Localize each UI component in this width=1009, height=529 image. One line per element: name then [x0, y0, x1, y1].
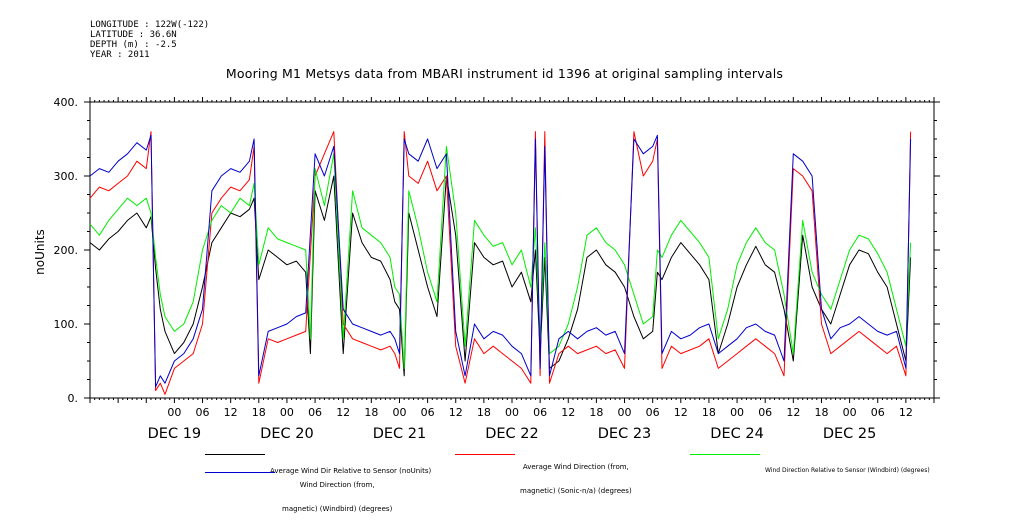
axes-layer: 0. 100. 200. 300. 400. 00 06 12 18 00 06 12 18 00 06 12… — [54, 96, 940, 442]
chart-title: Mooring M1 Metsys data from MBARI instru… — [225, 66, 784, 81]
longitude-text: LONGITUDE : 122W(-122) — [90, 20, 210, 30]
year-text: YEAR : 2011 — [90, 50, 150, 60]
x-hour-label: 06 — [758, 406, 772, 419]
x-hour-label: 06 — [308, 406, 322, 419]
legend-label-0-line1: Average Wind Dir Relative to Sensor (noU… — [270, 467, 432, 475]
x-day-label: DEC 19 — [148, 426, 202, 442]
series-layer — [89, 131, 912, 395]
x-hour-label: 06 — [871, 406, 885, 419]
x-hour-label: 00 — [843, 406, 857, 419]
legend-swatch-1 — [455, 454, 515, 455]
x-hour-label: 06 — [421, 406, 435, 419]
x-hour-label: 06 — [196, 406, 210, 419]
x-hour-label: 00 — [618, 406, 632, 419]
x-hour-label: 00 — [730, 406, 744, 419]
x-hour-label: 18 — [702, 406, 716, 419]
x-day-label: DEC 20 — [260, 426, 314, 442]
x-hour-label: 18 — [589, 406, 603, 419]
chart-canvas: 0. 100. 200. 300. 400. 00 06 12 18 00 06 12 18 00 06 12… — [33, 96, 940, 442]
legend-label-3: Wind Direction (from, magnetic) (Windbir… — [282, 465, 392, 529]
series-line-3 — [89, 134, 912, 388]
legend-swatch-2 — [690, 454, 760, 455]
y-tick-label: 0. — [68, 392, 79, 405]
y-tick-label: 300. — [54, 170, 79, 183]
x-hour-label: 12 — [449, 406, 463, 419]
x-hour-label: 06 — [646, 406, 660, 419]
plot-frame — [89, 101, 935, 399]
legend-label-2: Wind Direction Relative to Sensor (Windb… — [765, 451, 930, 491]
x-hour-label: 12 — [336, 406, 350, 419]
x-day-label: DEC 24 — [710, 426, 764, 442]
legend-label-3-line2: magnetic) (Windbird) (degrees) — [282, 505, 393, 513]
x-hour-label: 12 — [561, 406, 575, 419]
latitude-text: LATITUDE : 36.6N — [90, 30, 177, 40]
legend-label-1-line2: magnetic) (Sonic-n/a) (degrees) — [520, 487, 632, 495]
x-hour-label: 18 — [814, 406, 828, 419]
metadata-block: LONGITUDE : 122W(-122) LATITUDE : 36.6N … — [90, 20, 209, 60]
x-hour-label: 18 — [364, 406, 378, 419]
x-day-label: DEC 25 — [823, 426, 877, 442]
legend-label-3-line1: Wind Direction (from, — [299, 481, 375, 489]
x-hour-label: 00 — [505, 406, 519, 419]
x-day-label: DEC 22 — [485, 426, 539, 442]
legend-swatch-3 — [205, 472, 275, 473]
depth-text: DEPTH (m) : -2.5 — [90, 40, 177, 50]
series-line-2 — [89, 145, 912, 369]
x-hour-label: 12 — [674, 406, 688, 419]
x-hour-label: 18 — [252, 406, 266, 419]
x-hour-label: 12 — [786, 406, 800, 419]
y-tick-label: 400. — [54, 96, 79, 109]
legend-label-2-line1: Wind Direction Relative to Sensor (Windb… — [765, 467, 930, 474]
y-axis-label: noUnits — [33, 229, 47, 275]
x-hour-label: 06 — [533, 406, 547, 419]
series-line-1 — [89, 131, 912, 395]
y-tick-label: 200. — [54, 244, 79, 257]
x-hour-label: 00 — [167, 406, 181, 419]
x-day-label: DEC 23 — [598, 426, 652, 442]
legend-label-1-line1: Average Wind Direction (from, — [522, 463, 629, 471]
x-hour-label: 18 — [477, 406, 491, 419]
series-line-0 — [89, 175, 912, 377]
x-day-label: DEC 21 — [373, 426, 427, 442]
legend-swatch-0 — [205, 454, 265, 455]
legend-label-0: Average Wind Dir Relative to Sensor (noU… — [270, 451, 431, 491]
x-hour-label: 00 — [392, 406, 406, 419]
legend-label-1: Average Wind Direction (from, magnetic) … — [520, 447, 632, 511]
x-hour-label: 00 — [280, 406, 294, 419]
y-tick-label: 100. — [54, 318, 79, 331]
x-hour-label: 12 — [224, 406, 238, 419]
x-hour-label: 12 — [899, 406, 913, 419]
